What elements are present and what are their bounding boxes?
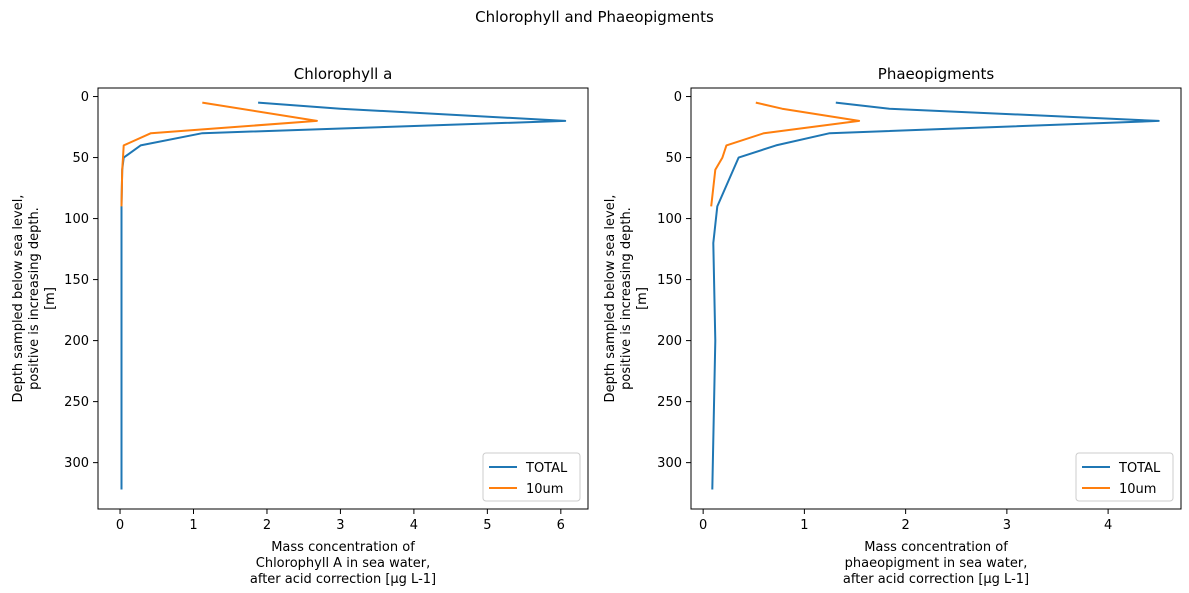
y-tick-label: 300 xyxy=(657,456,682,471)
y-axis-label-line: positive is increasing depth. xyxy=(27,207,42,390)
y-axis-label-line: Depth sampled below sea level, xyxy=(11,195,26,403)
legend-label-10um: 10um xyxy=(526,482,563,497)
x-tick-label: 6 xyxy=(557,518,565,533)
y-tick-label: 100 xyxy=(64,212,89,227)
x-axis-label-line: Mass concentration of xyxy=(271,540,415,555)
y-tick-label: 150 xyxy=(64,273,89,288)
x-axis-label-line: phaeopigment in sea water, xyxy=(845,556,1028,571)
y-tick-label: 50 xyxy=(72,151,89,166)
legend-label-total: TOTAL xyxy=(1118,461,1161,476)
y-tick-label: 250 xyxy=(657,395,682,410)
y-axis-label: Depth sampled below sea level,positive i… xyxy=(11,195,58,403)
x-axis-label-line: Mass concentration of xyxy=(864,540,1008,555)
legend: TOTAL 10um xyxy=(482,452,581,502)
plot-frame xyxy=(690,87,1182,510)
figure-suptitle: Chlorophyll and Phaeopigments xyxy=(475,8,714,26)
y-axis-label-line: Depth sampled below sea level, xyxy=(603,195,618,403)
y-tick-label: 200 xyxy=(657,334,682,349)
x-axis-label-line: Chlorophyll A in sea water, xyxy=(256,556,430,571)
x-tick-label: 1 xyxy=(800,518,808,533)
chart-panel-1: Chlorophyll a 0 1 2 3 4 5 6 0 50 100 150 200 250 300 Ma… xyxy=(11,65,589,587)
y-axis-label-line: [m] xyxy=(43,287,58,310)
x-tick-label: 2 xyxy=(263,518,271,533)
x-axis-label-line: after acid correction [µg L-1] xyxy=(250,572,436,587)
x-axis-label: Mass concentration of Chlorophyll A in se… xyxy=(250,540,436,587)
x-tick-label: 0 xyxy=(116,518,124,533)
y-tick-label: 250 xyxy=(64,395,89,410)
y-axis-label-line: positive is increasing depth. xyxy=(619,207,634,390)
y-axis-label: Depth sampled below sea level,positive i… xyxy=(603,195,650,403)
y-tick-label: 50 xyxy=(665,151,682,166)
legend-label-10um: 10um xyxy=(1119,482,1156,497)
y-tick-label: 100 xyxy=(657,212,682,227)
chart-panel-2: Phaeopigments 0 1 2 3 4 0 50 100 150 200 250 300 Mass… xyxy=(603,65,1182,587)
x-axis-label-line: after acid correction [µg L-1] xyxy=(843,572,1029,587)
x-tick-label: 5 xyxy=(483,518,491,533)
y-tick-label: 0 xyxy=(81,90,89,105)
legend: TOTAL 10um xyxy=(1075,452,1174,502)
chart-title: Chlorophyll a xyxy=(294,65,393,83)
x-tick-label: 3 xyxy=(336,518,344,533)
x-axis-label: Mass concentration of phaeopigment in sea… xyxy=(843,540,1029,587)
y-tick-label: 300 xyxy=(64,456,89,471)
legend-label-total: TOTAL xyxy=(525,461,568,476)
series-line-10um xyxy=(120,101,318,207)
y-axis-label-line: [m] xyxy=(635,287,650,310)
series-line-10um xyxy=(710,101,861,207)
x-tick-label: 4 xyxy=(410,518,418,533)
y-tick-label: 0 xyxy=(674,90,682,105)
series-line-total xyxy=(120,101,567,490)
series-line-total xyxy=(711,101,1160,490)
x-tick-label: 0 xyxy=(699,518,707,533)
x-tick-label: 2 xyxy=(901,518,909,533)
chart-title: Phaeopigments xyxy=(878,65,995,83)
y-tick-label: 200 xyxy=(64,334,89,349)
x-tick-label: 1 xyxy=(189,518,197,533)
x-tick-label: 3 xyxy=(1003,518,1011,533)
x-tick-label: 4 xyxy=(1104,518,1112,533)
y-tick-label: 150 xyxy=(657,273,682,288)
plot-frame xyxy=(97,87,589,510)
